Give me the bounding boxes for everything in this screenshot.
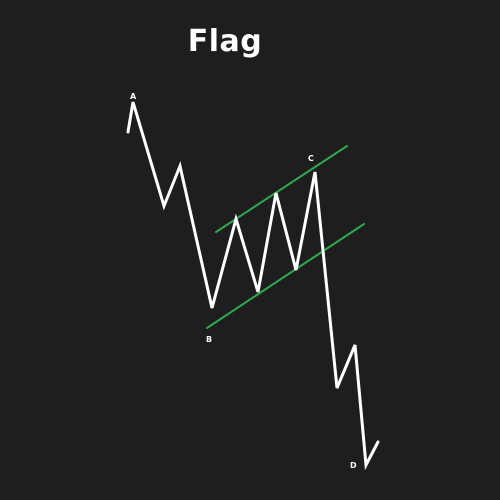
point-label-a: A <box>130 92 137 101</box>
price-path <box>128 102 378 465</box>
point-label-c: C <box>308 154 314 163</box>
point-label-b: B <box>206 335 212 344</box>
point-label-d: D <box>350 461 357 470</box>
